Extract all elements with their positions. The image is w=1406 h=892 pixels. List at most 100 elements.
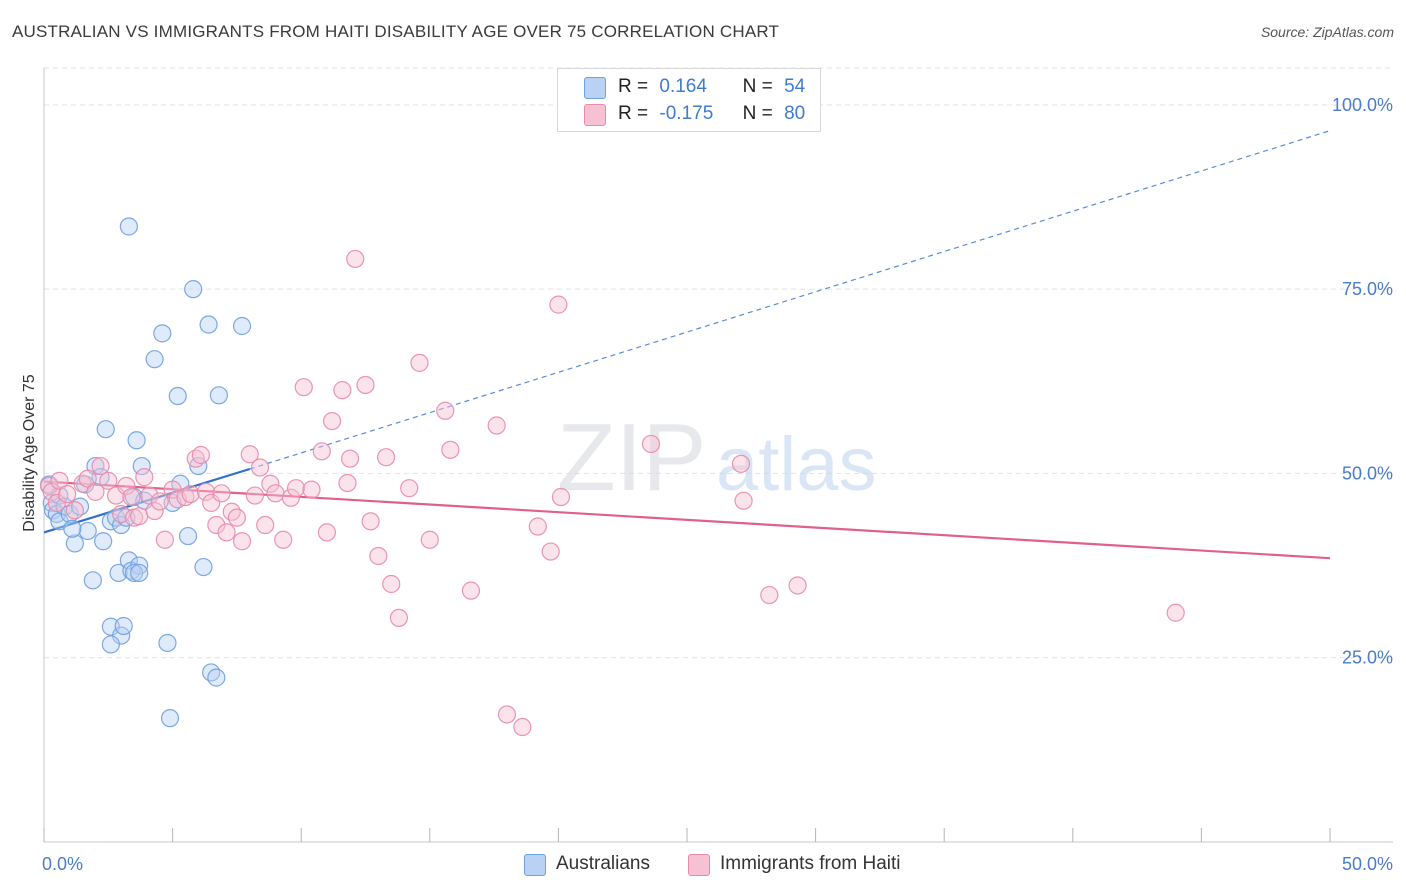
data-point-pink	[207, 515, 226, 535]
data-point-pink	[58, 484, 77, 504]
data-point-blue	[178, 526, 198, 546]
data-point-pink	[513, 717, 532, 737]
x-tick-label: 0.0%	[42, 854, 83, 874]
data-point-pink	[382, 574, 401, 594]
watermark: ZIP atlas	[557, 404, 877, 511]
trend-line-blue	[43, 467, 251, 534]
data-point-pink	[760, 585, 779, 605]
data-point-pink	[541, 542, 560, 561]
data-point-blue	[132, 456, 151, 476]
legend-r-label: R =	[618, 76, 649, 97]
data-point-pink	[487, 416, 506, 435]
legend-n-value: 54	[784, 76, 806, 97]
data-point-blue	[145, 350, 164, 369]
legend-n-label: N =	[742, 76, 773, 97]
data-point-pink	[641, 434, 661, 454]
data-point-pink	[1166, 603, 1185, 622]
data-point-pink	[227, 508, 246, 527]
data-point-pink	[389, 608, 409, 628]
data-points	[40, 217, 1185, 737]
stats-legend: R = 0.164 N = 54 R = -0.175 N = 80	[557, 68, 821, 132]
data-point-blue	[114, 616, 133, 636]
data-point-pink	[549, 295, 568, 314]
legend-text-australians: R = 0.164 N = 54	[618, 76, 805, 98]
data-point-blue	[184, 280, 203, 299]
y-tick-label: 25.0%	[1342, 648, 1393, 668]
legend-r-value: 0.164	[659, 76, 707, 97]
legend-n-label: N =	[742, 103, 773, 124]
data-point-pink	[212, 484, 231, 503]
y-axis-label: Disability Age Over 75	[21, 374, 38, 532]
data-point-blue	[124, 563, 144, 583]
series-legend: Australians Immigrants from Haiti	[0, 852, 1406, 876]
data-point-blue	[168, 386, 187, 406]
data-point-blue	[189, 456, 208, 476]
data-point-pink	[91, 456, 110, 476]
data-point-pink	[135, 468, 154, 487]
data-point-pink	[551, 487, 571, 507]
data-point-pink	[734, 491, 753, 510]
data-point-pink	[461, 581, 481, 600]
data-point-blue	[202, 663, 221, 682]
legend-swatch-pink	[688, 854, 710, 876]
x-tick-label: 50.0%	[1342, 854, 1393, 874]
axes	[43, 68, 1393, 843]
data-point-blue	[232, 316, 252, 336]
data-point-blue	[78, 521, 97, 541]
data-point-pink	[130, 507, 149, 526]
data-point-blue	[83, 571, 102, 590]
legend-text-haiti: R = -0.175 N = 80	[618, 103, 805, 125]
data-point-pink	[176, 487, 195, 507]
data-point-blue	[94, 532, 113, 551]
chart-title: AUSTRALIAN VS IMMIGRANTS FROM HAITI DISA…	[12, 22, 780, 41]
data-point-pink	[256, 515, 275, 535]
legend-swatch-pink	[584, 104, 606, 126]
legend-r-label: R =	[618, 103, 649, 124]
data-point-pink	[441, 440, 460, 459]
data-point-pink	[338, 473, 357, 493]
data-point-blue	[160, 709, 180, 728]
data-point-pink	[369, 546, 388, 566]
data-point-pink	[400, 479, 419, 498]
data-point-blue	[207, 668, 226, 687]
trend-line-pink	[43, 480, 1331, 560]
legend-swatch-blue	[584, 77, 606, 99]
data-point-pink	[250, 458, 270, 477]
data-point-pink	[191, 445, 210, 465]
data-point-pink	[346, 249, 365, 269]
legend-n-value: 80	[784, 103, 806, 124]
data-point-blue	[209, 386, 228, 405]
data-point-pink	[232, 532, 252, 551]
data-point-pink	[281, 488, 301, 507]
data-point-blue	[153, 324, 172, 343]
data-point-blue	[194, 557, 213, 577]
data-point-blue	[199, 315, 218, 334]
data-point-pink	[117, 476, 136, 496]
data-point-pink	[322, 411, 342, 431]
source-label: Source: ZipAtlas.com	[1260, 24, 1394, 40]
data-point-pink	[245, 486, 265, 505]
tick-labels: 25.0% 50.0% 75.0% 100.0% 0.0% 50.0% Disability…	[21, 95, 1393, 874]
data-point-pink	[261, 474, 280, 493]
data-point-pink	[436, 401, 455, 420]
trend-extension-blue	[249, 130, 1331, 470]
data-point-pink	[65, 501, 84, 520]
data-point-pink	[312, 442, 331, 461]
data-point-pink	[122, 487, 141, 507]
data-point-blue	[119, 217, 138, 236]
data-point-pink	[361, 512, 380, 531]
data-point-pink	[731, 454, 751, 473]
data-point-pink	[150, 492, 169, 511]
data-point-blue	[130, 563, 149, 583]
legend-label-australians: Australians	[556, 853, 650, 874]
data-point-pink	[788, 576, 807, 595]
data-point-pink	[333, 381, 352, 400]
data-point-pink	[73, 474, 92, 493]
data-point-pink	[317, 523, 337, 542]
data-point-blue	[127, 431, 146, 450]
data-point-pink	[181, 484, 200, 504]
data-point-pink	[497, 705, 517, 724]
data-point-pink	[222, 502, 241, 521]
data-point-pink	[376, 448, 396, 467]
data-point-pink	[196, 482, 216, 501]
